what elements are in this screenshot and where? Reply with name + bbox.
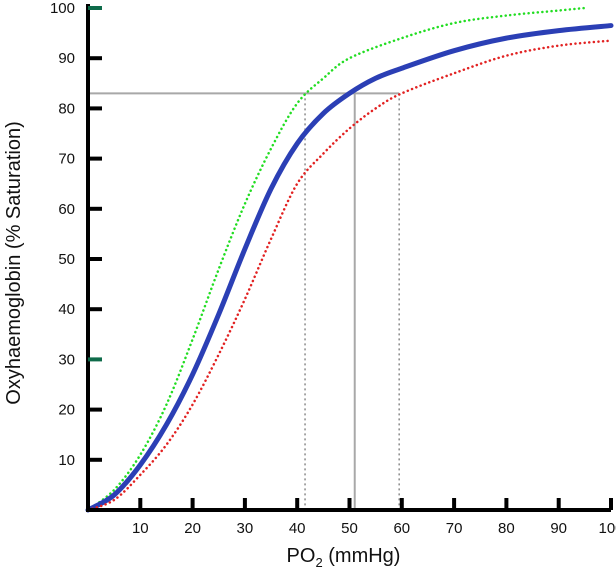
x-ticks: 10 20 30 40 50 60 70 80 90 100 bbox=[132, 498, 616, 537]
y-tick-label: 80 bbox=[58, 100, 75, 117]
x-tick-label: 40 bbox=[289, 520, 306, 537]
y-tick-label: 70 bbox=[58, 151, 75, 168]
x-tick-label: 90 bbox=[550, 520, 567, 537]
y-tick-label: 100 bbox=[50, 0, 75, 17]
series-line-2 bbox=[85, 23, 614, 513]
x-tick-label: 70 bbox=[446, 520, 463, 537]
y-tick-label: 20 bbox=[58, 402, 75, 419]
y-tick-label: 40 bbox=[58, 301, 75, 318]
series-line-3 bbox=[86, 39, 613, 512]
x-tick-label: 100 bbox=[598, 520, 616, 537]
x-axis-title-unit: (mmHg) bbox=[323, 545, 401, 567]
y-tick-label: 90 bbox=[58, 50, 75, 67]
x-axis-title-subscript: 2 bbox=[315, 555, 322, 570]
x-tick-label: 20 bbox=[184, 520, 201, 537]
series-line-1 bbox=[86, 6, 587, 512]
x-tick-label: 10 bbox=[132, 520, 149, 537]
y-ticks: 10 20 30 40 50 60 70 80 90 100 bbox=[50, 0, 102, 469]
x-tick-label: 50 bbox=[341, 520, 358, 537]
series-group bbox=[85, 6, 614, 513]
y-tick-label: 10 bbox=[58, 452, 75, 469]
y-tick-label: 60 bbox=[58, 201, 75, 218]
y-tick-label: 50 bbox=[58, 251, 75, 268]
x-tick-label: 30 bbox=[237, 520, 254, 537]
x-axis-title: PO2 (mmHg) bbox=[287, 545, 401, 570]
y-tick-label: 30 bbox=[58, 351, 75, 368]
axes bbox=[86, 4, 611, 512]
y-axis-title: Oxyhaemoglobin (% Saturation) bbox=[3, 121, 25, 404]
x-axis-title-main: PO bbox=[287, 545, 316, 567]
x-tick-label: 80 bbox=[498, 520, 515, 537]
x-tick-label: 60 bbox=[393, 520, 410, 537]
